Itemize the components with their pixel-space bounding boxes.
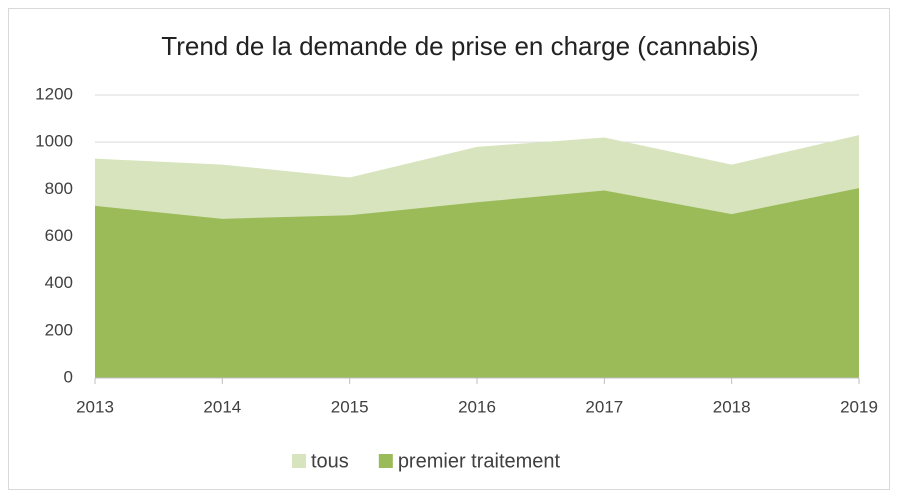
x-tick-label: 2018 bbox=[713, 397, 751, 416]
legend-label: premier traitement bbox=[398, 450, 561, 472]
area bbox=[95, 188, 859, 378]
y-tick-label: 800 bbox=[45, 179, 73, 198]
legend-label: tous bbox=[311, 450, 349, 472]
legend-swatch bbox=[378, 454, 393, 468]
chart-title: Trend de la demande de prise en charge (… bbox=[161, 31, 758, 61]
x-tick-label: 2015 bbox=[331, 397, 369, 416]
x-tick-label: 2014 bbox=[203, 397, 241, 416]
y-tick-label: 1200 bbox=[35, 84, 73, 103]
y-tick-label: 600 bbox=[45, 226, 73, 245]
y-tick-label: 200 bbox=[45, 320, 73, 339]
legend-swatch bbox=[292, 454, 306, 468]
y-tick-label: 1000 bbox=[35, 132, 73, 151]
x-tick-label: 2017 bbox=[585, 397, 623, 416]
x-tick-label: 2013 bbox=[76, 397, 114, 416]
y-tick-label: 0 bbox=[64, 367, 73, 386]
x-tick-label: 2016 bbox=[458, 397, 496, 416]
x-tick-label: 2019 bbox=[840, 397, 878, 416]
y-tick-label: 400 bbox=[45, 273, 73, 292]
